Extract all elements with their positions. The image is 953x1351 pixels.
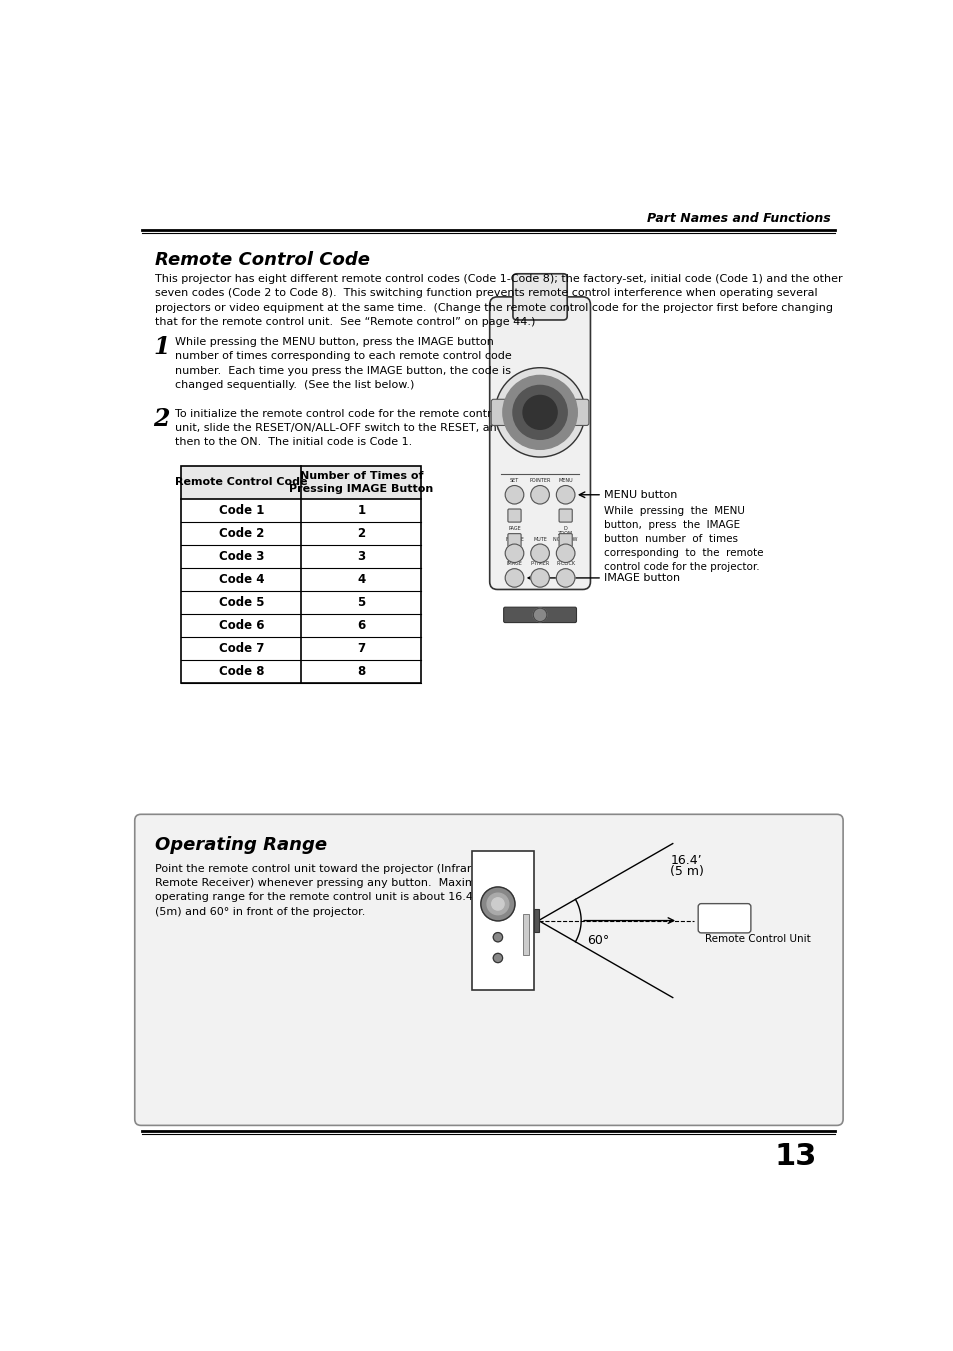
Text: IMAGE button: IMAGE button [603,573,679,582]
Text: MUTE: MUTE [533,536,546,542]
Circle shape [533,608,546,621]
Text: ▲: ▲ [562,511,568,520]
Circle shape [530,544,549,562]
Circle shape [556,485,575,504]
Text: Remote Control Unit: Remote Control Unit [704,934,810,943]
Text: Remote Control Code: Remote Control Code [175,477,307,488]
Circle shape [505,485,523,504]
Circle shape [493,954,502,963]
Text: (5 m): (5 m) [670,865,703,878]
Text: 5: 5 [357,596,365,609]
FancyBboxPatch shape [507,509,520,521]
Text: ▲: ▲ [511,511,517,520]
Text: While pressing the MENU button, press the IMAGE button
number of times correspon: While pressing the MENU button, press th… [174,336,511,390]
Text: While  pressing  the  MENU
button,  press  the  IMAGE
button  number  of  times
: While pressing the MENU button, press th… [603,505,762,571]
Text: D
ZOOM: D ZOOM [558,526,573,535]
Text: IMAGE: IMAGE [506,562,522,566]
Text: 4: 4 [357,573,365,586]
FancyBboxPatch shape [558,509,572,521]
Text: 7: 7 [357,642,365,655]
Circle shape [502,376,577,450]
Text: Code 6: Code 6 [218,619,264,632]
Text: MENU button: MENU button [603,490,677,500]
Text: RESET: RESET [510,623,526,628]
Text: 1: 1 [153,335,170,359]
Text: Part Names and Functions: Part Names and Functions [646,212,830,226]
Text: 8: 8 [357,665,365,678]
Text: 6: 6 [357,619,365,632]
Text: 1: 1 [357,504,365,516]
Bar [181,466,421,684]
FancyBboxPatch shape [513,274,567,320]
Text: VOL
+: VOL + [575,407,584,417]
Text: ON: ON [536,623,543,628]
Circle shape [495,367,584,457]
Text: Code 2: Code 2 [218,527,264,540]
Circle shape [522,396,557,430]
Text: R-CLICK: R-CLICK [556,562,575,566]
Bar [472,851,534,990]
Circle shape [513,385,567,439]
Text: Remote Control Code: Remote Control Code [154,251,370,269]
Text: 16.4’: 16.4’ [670,854,701,867]
FancyBboxPatch shape [503,607,576,623]
Circle shape [530,485,549,504]
FancyBboxPatch shape [571,400,588,426]
Text: Code 1: Code 1 [218,504,264,516]
Circle shape [505,569,523,588]
Circle shape [530,569,549,588]
Text: Code 8: Code 8 [218,665,264,678]
FancyBboxPatch shape [698,904,750,934]
Text: To initialize the remote control code for the remote control
unit, slide the RES: To initialize the remote control code fo… [174,408,503,447]
FancyBboxPatch shape [558,534,572,547]
Bar [534,909,537,932]
Bar [181,466,421,499]
Circle shape [556,544,575,562]
Text: Operating Range: Operating Range [154,836,327,854]
FancyBboxPatch shape [489,297,590,589]
Text: 2: 2 [357,527,365,540]
FancyBboxPatch shape [491,400,508,426]
Text: VOL
-: VOL - [495,407,504,417]
Text: Code 3: Code 3 [218,550,264,563]
Circle shape [556,569,575,588]
Text: Code 7: Code 7 [218,642,264,655]
Text: ALL OFF: ALL OFF [552,623,571,628]
Circle shape [493,932,502,942]
Text: 3: 3 [357,550,365,563]
Text: MENU: MENU [558,478,573,484]
Text: NO SHOW: NO SHOW [553,536,578,542]
Text: ▼: ▼ [562,536,568,544]
Text: 2: 2 [153,407,170,431]
Bar [522,913,529,955]
FancyBboxPatch shape [134,815,842,1125]
Text: Code 4: Code 4 [218,573,264,586]
Text: Number of Times of
Pressing IMAGE Button: Number of Times of Pressing IMAGE Button [289,471,433,493]
Text: P-TIMER: P-TIMER [530,562,549,566]
Text: FREEZE: FREEZE [504,536,523,542]
Text: 13: 13 [774,1142,816,1171]
Circle shape [480,888,515,921]
Text: ▼: ▼ [511,536,517,544]
Text: 60°: 60° [587,935,609,947]
Text: This projector has eight different remote control codes (Code 1-Code 8); the fac: This projector has eight different remot… [154,274,841,327]
FancyBboxPatch shape [507,534,520,547]
Text: Point the remote control unit toward the projector (Infrared
Remote Receiver) wh: Point the remote control unit toward the… [154,863,493,917]
Text: Code 5: Code 5 [218,596,264,609]
Text: PAGE: PAGE [508,526,520,531]
Circle shape [491,898,503,911]
Circle shape [487,893,508,915]
Text: SET: SET [509,478,518,484]
Circle shape [505,544,523,562]
Text: POINTER: POINTER [529,478,550,484]
